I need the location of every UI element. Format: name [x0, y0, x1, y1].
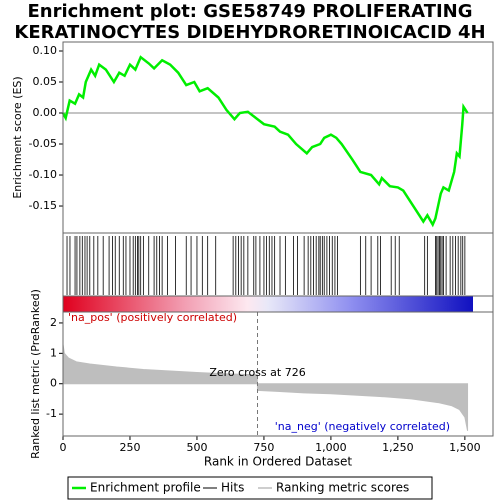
- y-axis-label: Enrichment score (ES): [11, 76, 24, 198]
- chart-title: Enrichment plot: GSE58749 PROLIFERATING K…: [14, 1, 485, 43]
- y-tick-label: 2: [50, 316, 57, 329]
- color-bar: [63, 296, 473, 312]
- x-tick-label: 500: [186, 441, 207, 454]
- x-tick-label: 0: [60, 441, 67, 454]
- legend-box: [67, 476, 433, 500]
- y-axis-label: Ranked list metric (PreRanked): [29, 289, 42, 459]
- y-tick-label: -0.10: [29, 168, 57, 181]
- annotation: Zero cross at 726: [209, 366, 305, 379]
- legend-label: Hits: [221, 481, 244, 495]
- y-tick-label: 1: [50, 346, 57, 359]
- y-tick-label: 0.10: [33, 44, 58, 57]
- neg-label: 'na_neg' (negatively correlated): [275, 420, 450, 433]
- y-tick-label: -0.05: [29, 137, 57, 150]
- y-tick-label: 0.05: [33, 75, 58, 88]
- y-tick-label: 0: [50, 377, 57, 390]
- x-tick-label: 1,250: [382, 441, 414, 454]
- legend-label: Enrichment profile: [90, 481, 201, 495]
- panel-frame: [62, 311, 494, 437]
- pos-label: 'na_pos' (positively correlated): [68, 311, 237, 324]
- x-tick-label: 1,000: [315, 441, 347, 454]
- x-axis-label: Rank in Ordered Dataset: [204, 455, 352, 469]
- x-tick-label: 750: [253, 441, 274, 454]
- y-tick-label: 0.00: [33, 106, 58, 119]
- y-tick-label: -1: [46, 407, 57, 420]
- x-tick-label: 1,500: [449, 441, 481, 454]
- enrichment-line: [61, 55, 469, 228]
- y-tick-label: -0.15: [29, 199, 57, 212]
- legend-label: Ranking metric scores: [276, 481, 409, 495]
- x-tick-label: 250: [119, 441, 140, 454]
